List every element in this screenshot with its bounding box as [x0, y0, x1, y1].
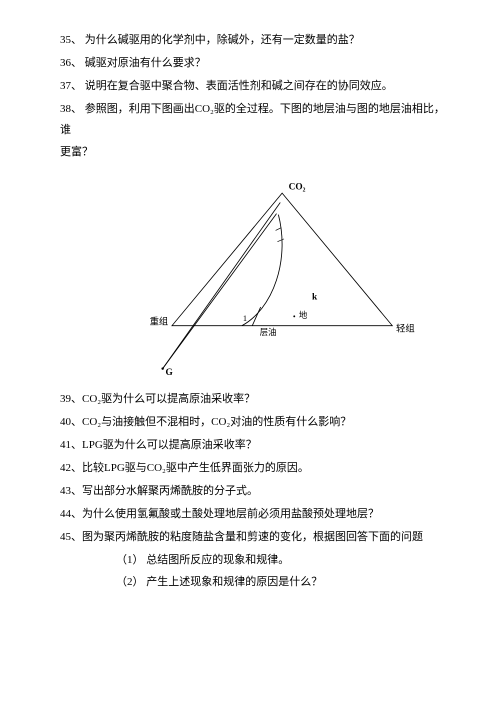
question-35: 35、 为什么碱驱用的化学剂中，除碱外，还有一定数量的盐？ — [60, 30, 452, 51]
question-41: 41、LPG驱为什么可以提高原油采收率？ — [60, 435, 452, 456]
label-di: 地 — [299, 311, 308, 321]
question-44: 44、为什么使用氢氟酸或土酸处理地层前必须用盐酸预处理地层？ — [60, 504, 452, 525]
question-45: 45、图为聚丙烯酰胺的粘度随盐含量和剪速的变化，根据图回答下面的问题 — [60, 527, 452, 548]
question-39: 39、CO₂驱为什么可以提高原油采收率？ — [60, 389, 452, 410]
question-36: 36、 碱驱对原油有什么要求？ — [60, 53, 452, 74]
question-37: 37、 说明在复合驱中聚合物、表面活性剂和碱之间存在的协同效应。 — [60, 76, 452, 97]
label-co2: CO₂ — [289, 183, 306, 193]
label-tick: 1 — [243, 314, 247, 323]
question-38-line1: 38、 参照图，利用下图画出CO₂驱的全过程。下图的地层油与图的地层油相比，谁 — [60, 99, 452, 141]
label-light: 轻组 — [396, 323, 415, 335]
ternary-diagram: CO₂ 重组 轻组 地 层油 1 k G — [60, 169, 452, 389]
question-45-sub2: （2） 产生上述现象和规律的原因是什么？ — [116, 572, 452, 593]
question-45-sub1: （1） 总结图所反应的现象和规律。 — [116, 550, 452, 571]
question-43: 43、写出部分水解聚丙烯酰胺的分子式。 — [60, 481, 452, 502]
question-38-line2: 更富？ — [60, 142, 452, 163]
point-g — [161, 368, 163, 370]
question-42: 42、比较LPG驱与CO₂驱中产生低界面张力的原因。 — [60, 458, 452, 479]
label-k: k — [312, 293, 318, 303]
label-g: G — [165, 368, 172, 378]
label-layer-oil: 层油 — [260, 327, 277, 337]
question-40: 40、CO₂与油接触但不混相时，CO₂对油的性质有什么影响？ — [60, 412, 452, 433]
label-heavy: 重组 — [150, 316, 169, 328]
